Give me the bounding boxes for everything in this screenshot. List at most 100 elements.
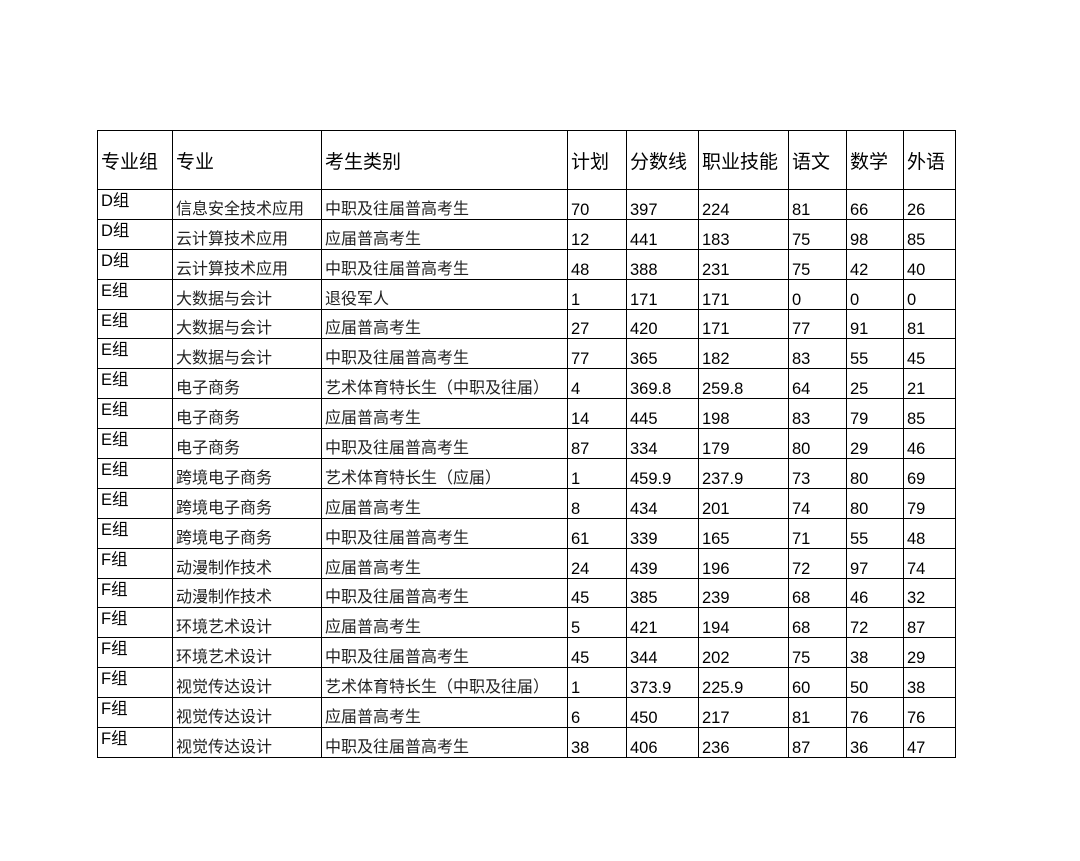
cell-cutoff: 344 [626,637,699,669]
cell-plan: 1 [567,278,627,310]
cell-group: E组 [97,428,173,460]
table-row: F组 视觉传达设计 中职及往届普高考生 38 406 236 87 36 47 [97,727,956,758]
cell-major: 大数据与会计 [172,308,322,340]
cell-vocational-skill: 202 [698,637,789,669]
cell-cutoff: 369.8 [626,368,699,400]
cell-plan: 45 [567,637,627,669]
table-row: F组 环境艺术设计 应届普高考生 5 421 194 68 72 87 [97,607,956,639]
admission-scores-table: 专业组 专业 考生类别 计划 分数线 职业技能 语文 数学 外语 D组 信息安全技术应用 中职及往届… [97,130,956,758]
cell-major: 视觉传达设计 [172,667,322,699]
cell-plan: 38 [567,727,627,758]
table-row: F组 环境艺术设计 中职及往届普高考生 45 344 202 75 38 29 [97,637,956,669]
cell-vocational-skill: 165 [698,517,789,549]
cell-major: 云计算技术应用 [172,218,322,250]
cell-group: D组 [97,248,173,280]
cell-vocational-skill: 196 [698,547,789,579]
cell-chinese: 71 [788,517,847,549]
cell-major: 环境艺术设计 [172,607,322,639]
cell-cutoff: 339 [626,517,699,549]
cell-chinese: 60 [788,667,847,699]
cell-cutoff: 334 [626,428,699,460]
cell-major: 电子商务 [172,368,322,400]
cell-chinese: 74 [788,487,847,519]
cell-foreign-language: 87 [903,607,956,639]
cell-category: 应届普高考生 [321,398,568,430]
cell-foreign-language: 26 [903,189,956,220]
cell-plan: 1 [567,458,627,489]
cell-group: E组 [97,487,173,519]
cell-plan: 45 [567,577,627,609]
cell-plan: 87 [567,428,627,460]
cell-plan: 24 [567,547,627,579]
cell-category: 应届普高考生 [321,697,568,729]
column-header-chinese: 语文 [788,130,847,190]
cell-category: 艺术体育特长生（中职及往届） [321,667,568,699]
cell-cutoff: 397 [626,189,699,220]
table-row: E组 大数据与会计 应届普高考生 27 420 171 77 91 81 [97,308,956,340]
cell-plan: 48 [567,248,627,280]
cell-cutoff: 459.9 [626,458,699,489]
column-header-major: 专业 [172,130,322,190]
cell-math: 38 [846,637,904,669]
cell-major: 大数据与会计 [172,338,322,370]
cell-math: 36 [846,727,904,758]
cell-foreign-language: 76 [903,697,956,729]
cell-foreign-language: 79 [903,487,956,519]
table-row: E组 大数据与会计 退役军人 1 171 171 0 0 0 [97,278,956,310]
cell-group: F组 [97,547,173,579]
cell-major: 动漫制作技术 [172,547,322,579]
cell-major: 跨境电子商务 [172,517,322,549]
cell-cutoff: 439 [626,547,699,579]
cell-foreign-language: 29 [903,637,956,669]
table-row: E组 大数据与会计 中职及往届普高考生 77 365 182 83 55 45 [97,338,956,370]
table-row: F组 视觉传达设计 应届普高考生 6 450 217 81 76 76 [97,697,956,729]
cell-math: 80 [846,487,904,519]
cell-category: 应届普高考生 [321,547,568,579]
cell-foreign-language: 40 [903,248,956,280]
cell-math: 91 [846,308,904,340]
cell-major: 跨境电子商务 [172,458,322,489]
cell-math: 55 [846,338,904,370]
cell-group: D组 [97,218,173,250]
cell-chinese: 68 [788,607,847,639]
cell-cutoff: 421 [626,607,699,639]
table-row: D组 信息安全技术应用 中职及往届普高考生 70 397 224 81 66 26 [97,189,956,220]
cell-group: E组 [97,368,173,400]
cell-plan: 5 [567,607,627,639]
cell-vocational-skill: 239 [698,577,789,609]
cell-foreign-language: 48 [903,517,956,549]
cell-math: 97 [846,547,904,579]
cell-vocational-skill: 217 [698,697,789,729]
cell-plan: 4 [567,368,627,400]
table-row: E组 跨境电子商务 应届普高考生 8 434 201 74 80 79 [97,487,956,519]
cell-vocational-skill: 231 [698,248,789,280]
cell-foreign-language: 81 [903,308,956,340]
cell-chinese: 75 [788,218,847,250]
cell-plan: 14 [567,398,627,430]
cell-category: 应届普高考生 [321,487,568,519]
cell-major: 信息安全技术应用 [172,189,322,220]
cell-vocational-skill: 182 [698,338,789,370]
cell-cutoff: 441 [626,218,699,250]
cell-vocational-skill: 179 [698,428,789,460]
cell-foreign-language: 32 [903,577,956,609]
table-header-row: 专业组 专业 考生类别 计划 分数线 职业技能 语文 数学 外语 [97,130,956,190]
cell-vocational-skill: 259.8 [698,368,789,400]
cell-cutoff: 445 [626,398,699,430]
cell-vocational-skill: 171 [698,308,789,340]
table-row: D组 云计算技术应用 应届普高考生 12 441 183 75 98 85 [97,218,956,250]
cell-cutoff: 434 [626,487,699,519]
cell-plan: 27 [567,308,627,340]
cell-category: 中职及往届普高考生 [321,517,568,549]
cell-vocational-skill: 236 [698,727,789,758]
cell-cutoff: 373.9 [626,667,699,699]
cell-cutoff: 365 [626,338,699,370]
cell-chinese: 0 [788,278,847,310]
cell-math: 55 [846,517,904,549]
cell-group: E组 [97,338,173,370]
cell-category: 中职及往届普高考生 [321,338,568,370]
table-row: E组 跨境电子商务 中职及往届普高考生 61 339 165 71 55 48 [97,517,956,549]
cell-math: 80 [846,458,904,489]
cell-chinese: 81 [788,697,847,729]
cell-group: F组 [97,727,173,758]
